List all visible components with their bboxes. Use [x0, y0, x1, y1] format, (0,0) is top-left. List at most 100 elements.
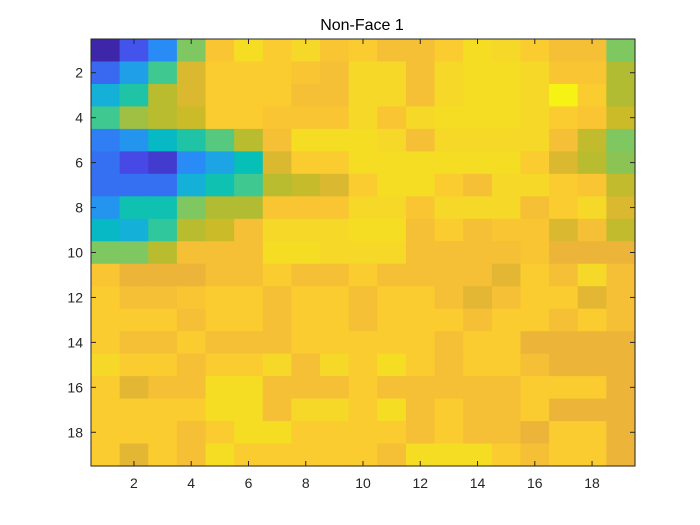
- heatmap-cell: [377, 308, 407, 332]
- heatmap-cell: [434, 241, 464, 265]
- heatmap-cell: [577, 151, 607, 175]
- heatmap-cell: [549, 196, 579, 220]
- heatmap-cell: [405, 173, 436, 197]
- heatmap-cell: [405, 263, 436, 287]
- heatmap-cell: [176, 173, 207, 197]
- heatmap-cell: [348, 83, 378, 108]
- heatmap-cell: [262, 398, 293, 422]
- heatmap-cell: [520, 353, 550, 377]
- heatmap-cell: [348, 241, 378, 265]
- heatmap-cell: [119, 421, 149, 445]
- heatmap-cell: [176, 398, 207, 422]
- heatmap-cell: [434, 151, 464, 175]
- heatmap-cell: [119, 241, 149, 265]
- heatmap-cell: [549, 376, 579, 400]
- heatmap-cell: [262, 376, 293, 400]
- heatmap-cell: [377, 173, 407, 197]
- heatmap-cell: [320, 196, 350, 220]
- heatmap-cell: [463, 106, 493, 130]
- heatmap-cell: [434, 331, 464, 355]
- heatmap-cell: [320, 376, 350, 400]
- heatmap-cell: [148, 331, 178, 355]
- heatmap-cell: [405, 308, 436, 332]
- heatmap-cell: [205, 83, 235, 108]
- heatmap-cell: [291, 241, 321, 265]
- heatmap-cell: [262, 83, 293, 108]
- heatmap-cell: [205, 421, 235, 445]
- heatmap-cell: [377, 106, 407, 130]
- x-tick-label: 8: [302, 475, 310, 491]
- x-tick-label: 18: [584, 475, 600, 491]
- heatmap-cell: [549, 286, 579, 310]
- heatmap-cell: [520, 421, 550, 445]
- heatmap-cell: [176, 61, 207, 85]
- y-tick-label: 10: [67, 245, 83, 261]
- heatmap-cell: [520, 331, 550, 355]
- heatmap-cell: [491, 128, 522, 152]
- heatmap-cell: [549, 106, 579, 130]
- heatmap-cell: [234, 61, 264, 85]
- heatmap-cell: [262, 128, 293, 152]
- heatmap-cell: [320, 128, 350, 152]
- heatmap-cell: [549, 173, 579, 197]
- heatmap-cell: [606, 83, 636, 108]
- heatmap-cell: [348, 376, 378, 400]
- heatmap-cell: [405, 128, 436, 152]
- heatmap-cell: [320, 421, 350, 445]
- heatmap-cell: [434, 353, 464, 377]
- heatmap-cell: [320, 106, 350, 130]
- heatmap-cell: [377, 376, 407, 400]
- heatmap-cell: [119, 173, 149, 197]
- heatmap-cell: [205, 331, 235, 355]
- heatmap-cell: [606, 241, 636, 265]
- heatmap-cell: [320, 308, 350, 332]
- heatmap-cell: [176, 286, 207, 310]
- heatmap-cell: [119, 196, 149, 220]
- heatmap-cell: [91, 39, 121, 63]
- y-tick-label: 2: [75, 65, 83, 81]
- heatmap-cell: [520, 241, 550, 265]
- heatmap-cell: [606, 39, 636, 63]
- heatmap-cell: [606, 218, 636, 242]
- heatmap-cell: [463, 173, 493, 197]
- heatmap-cell: [463, 61, 493, 85]
- heatmap-cell: [148, 218, 178, 242]
- heatmap-cell: [377, 83, 407, 108]
- heatmap-cell: [262, 218, 293, 242]
- heatmap-cell: [520, 106, 550, 130]
- y-tick-label: 18: [67, 424, 83, 440]
- heatmap-cell: [234, 83, 264, 108]
- heatmap-cell: [577, 61, 607, 85]
- heatmap-cell: [377, 218, 407, 242]
- heatmap-cell: [291, 421, 321, 445]
- heatmap-cell: [606, 173, 636, 197]
- heatmap-cell: [91, 443, 121, 467]
- heatmap-cell: [176, 241, 207, 265]
- heatmap-cell: [234, 443, 264, 467]
- heatmap-cell: [176, 196, 207, 220]
- heatmap-cell: [234, 106, 264, 130]
- heatmap-cell: [205, 196, 235, 220]
- heatmap-cell: [377, 398, 407, 422]
- heatmap-cell: [348, 353, 378, 377]
- heatmap-cell: [291, 263, 321, 287]
- heatmap-cell: [234, 173, 264, 197]
- heatmap-cell: [606, 286, 636, 310]
- heatmap-cell: [176, 83, 207, 108]
- heatmap-cell: [205, 398, 235, 422]
- heatmap-cell: [491, 353, 522, 377]
- heatmap-cell: [119, 331, 149, 355]
- heatmap-cell: [234, 196, 264, 220]
- heatmap-cell: [119, 308, 149, 332]
- heatmap-cell: [491, 218, 522, 242]
- heatmap-cell: [320, 241, 350, 265]
- heatmap-cell: [91, 151, 121, 175]
- heatmap-cell: [119, 398, 149, 422]
- heatmap-cell: [377, 421, 407, 445]
- heatmap-cell: [463, 308, 493, 332]
- heatmap-cell: [320, 83, 350, 108]
- x-tick-label: 14: [470, 475, 486, 491]
- heatmap-cell: [148, 353, 178, 377]
- heatmap-cell: [348, 286, 378, 310]
